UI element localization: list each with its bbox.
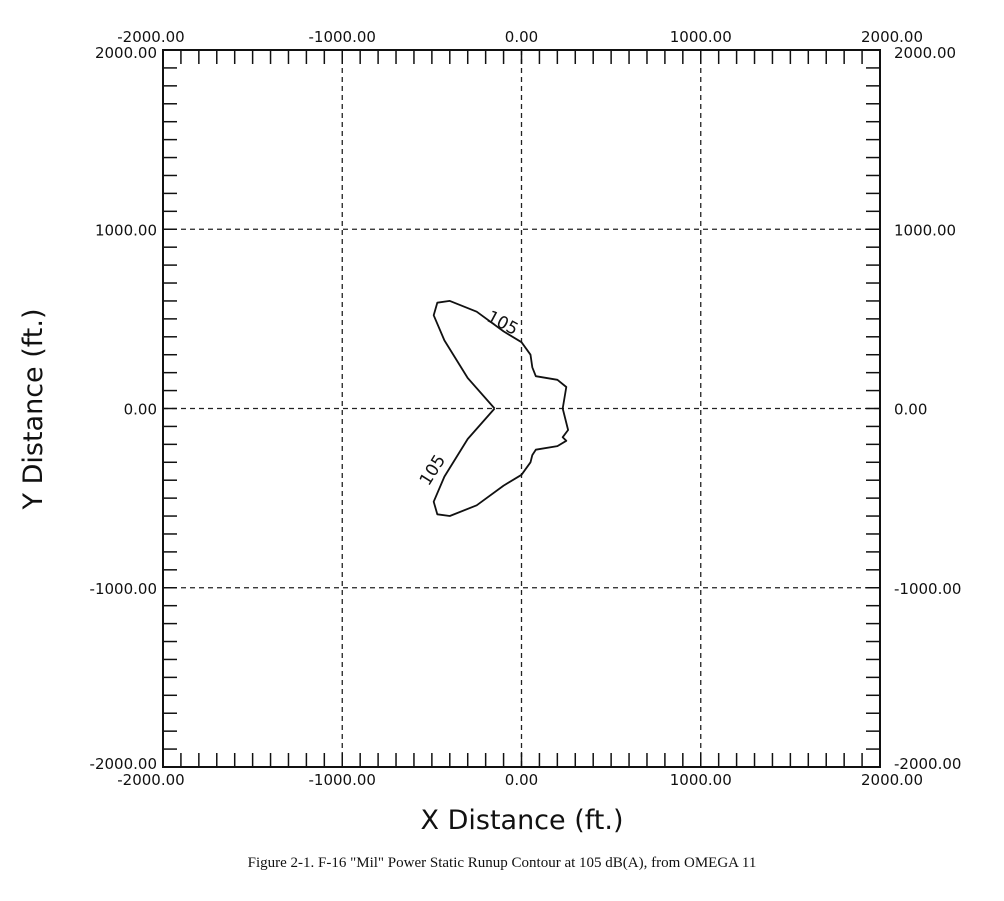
y-tick-label-right: 2000.00 [894, 44, 956, 62]
x-tick-label-bottom: 2000.00 [861, 771, 923, 789]
figure-caption: Figure 2-1. F-16 "Mil" Power Static Runu… [247, 855, 757, 871]
y-tick-label-left: 1000.00 [95, 221, 157, 239]
x-tick-label-top: 2000.00 [861, 28, 923, 46]
x-tick-label-top: 1000.00 [670, 28, 732, 46]
y-tick-label-left: -2000.00 [90, 755, 157, 773]
y-tick-label-left: -1000.00 [90, 580, 157, 598]
x-tick-label-bottom: -2000.00 [117, 771, 184, 789]
plot-frame [162, 49, 881, 768]
y-tick-label-right: 1000.00 [894, 221, 956, 239]
contour-level-label: 105 [416, 451, 450, 489]
y-tick-label-right: -2000.00 [894, 755, 961, 773]
y-tick-label-left: 0.00 [124, 401, 157, 419]
x-tick-label-bottom: 0.00 [505, 771, 538, 789]
x-tick-label-bottom: -1000.00 [309, 771, 376, 789]
contour-line-105 [432, 300, 569, 517]
y-tick-label-right: -1000.00 [894, 580, 961, 598]
x-tick-label-top: -1000.00 [309, 28, 376, 46]
y-axis-title: Y Distance (ft.) [18, 309, 49, 511]
y-tick-label-left: 2000.00 [95, 44, 157, 62]
contour-level-label: 105 [483, 307, 521, 340]
x-tick-label-top: -2000.00 [117, 28, 184, 46]
y-tick-label-right: 0.00 [894, 401, 927, 419]
x-tick-label-bottom: 1000.00 [670, 771, 732, 789]
contour-plot: X Distance (ft.) Y Distance (ft.) -2000.… [18, 28, 961, 836]
x-axis-title: X Distance (ft.) [421, 805, 624, 836]
x-tick-label-top: 0.00 [505, 28, 538, 46]
